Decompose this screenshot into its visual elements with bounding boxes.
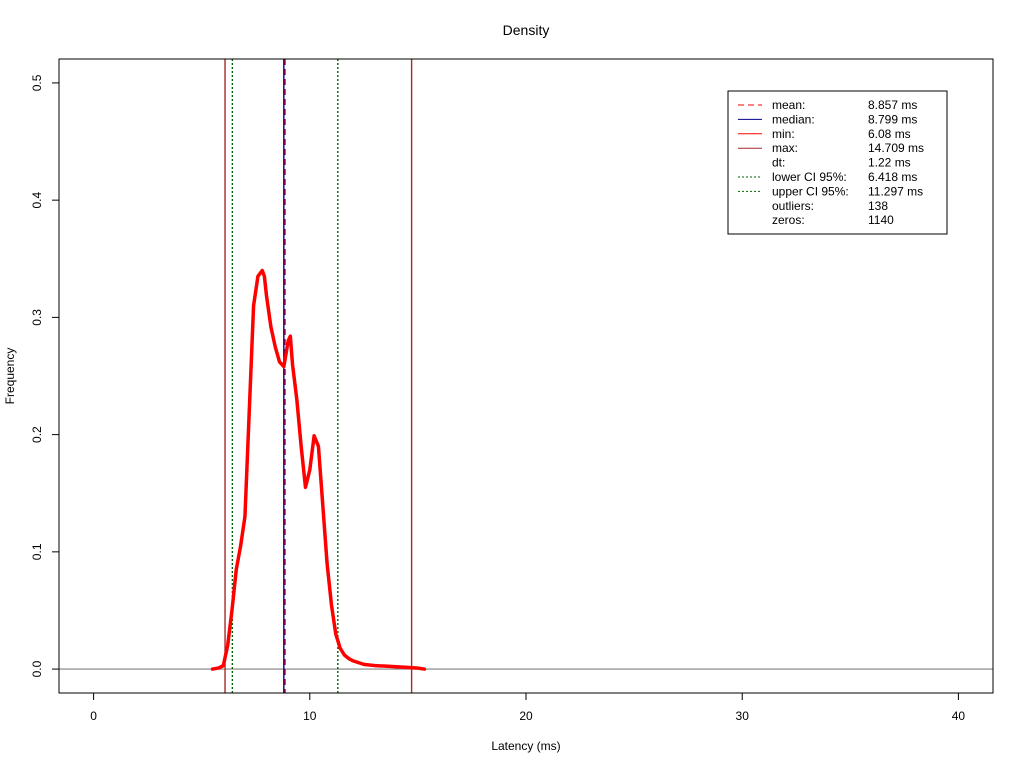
legend-label: lower CI 95%: bbox=[772, 170, 847, 184]
x-tick-label: 0 bbox=[90, 709, 97, 723]
legend-label: outliers: bbox=[772, 199, 814, 213]
y-tick-label: 0.2 bbox=[30, 426, 44, 443]
y-tick-label: 0.3 bbox=[30, 309, 44, 326]
legend-value: 1140 bbox=[868, 213, 894, 227]
y-axis: 0.0 0.1 0.2 0.3 0.4 0.5 bbox=[30, 74, 60, 677]
y-axis-label: Frequency bbox=[3, 348, 17, 405]
y-tick-label: 0.5 bbox=[30, 74, 44, 91]
legend-value: 6.418 ms bbox=[868, 170, 917, 184]
chart-title: Density bbox=[503, 22, 550, 38]
legend-label: zeros: bbox=[772, 213, 805, 227]
legend-box bbox=[727, 90, 948, 235]
y-tick-label: 0.0 bbox=[30, 660, 44, 677]
legend-label: upper CI 95%: bbox=[772, 184, 849, 198]
x-tick-label: 30 bbox=[736, 709, 750, 723]
y-tick-label: 0.4 bbox=[30, 191, 44, 208]
legend-label: mean: bbox=[772, 98, 805, 112]
legend-label: min: bbox=[772, 127, 795, 141]
x-tick-label: 40 bbox=[952, 709, 966, 723]
legend-value: 8.857 ms bbox=[868, 98, 917, 112]
legend: mean: 8.857 ms median: 8.799 ms min: 6.08 ms m… bbox=[727, 90, 948, 235]
legend-label: dt: bbox=[772, 156, 785, 170]
y-tick-label: 0.1 bbox=[30, 543, 44, 560]
legend-value: 6.08 ms bbox=[868, 127, 911, 141]
legend-value: 138 bbox=[868, 199, 888, 213]
legend-label: median: bbox=[772, 112, 815, 126]
plot-area bbox=[59, 59, 993, 693]
legend-value: 14.709 ms bbox=[868, 141, 924, 155]
legend-value: 1.22 ms bbox=[868, 156, 911, 170]
x-tick-label: 10 bbox=[303, 709, 317, 723]
x-axis: 0 10 20 30 40 bbox=[90, 692, 966, 723]
x-axis-label: Latency (ms) bbox=[491, 739, 560, 753]
legend-value: 8.799 ms bbox=[868, 112, 917, 126]
density-curve bbox=[210, 268, 427, 671]
legend-label: max: bbox=[772, 141, 798, 155]
legend-value: 11.297 ms bbox=[868, 184, 923, 198]
x-tick-label: 20 bbox=[519, 709, 533, 723]
